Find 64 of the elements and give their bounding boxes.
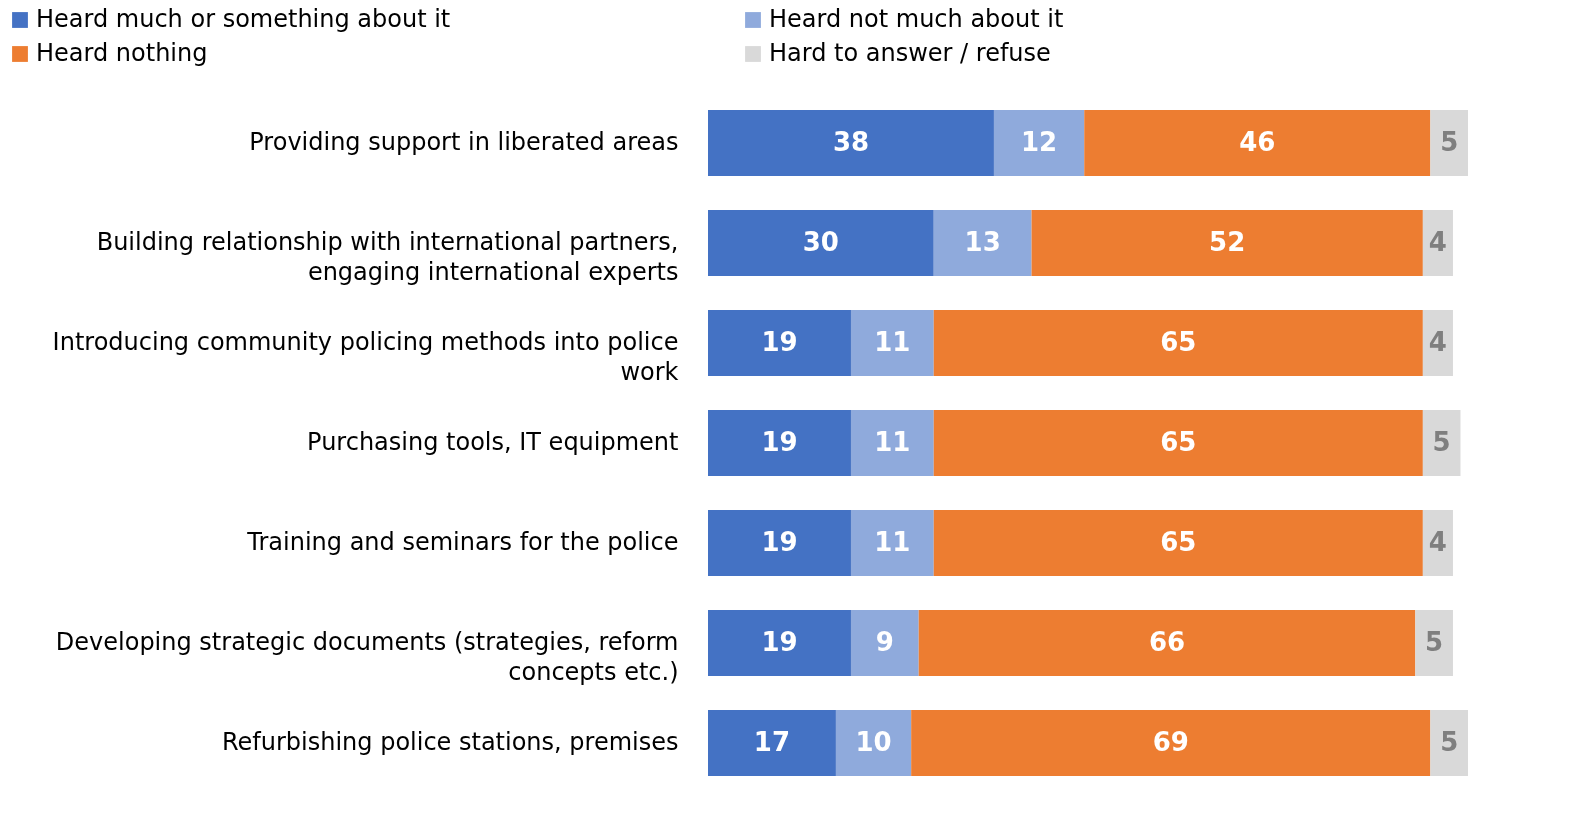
data-label: 5 — [1440, 127, 1459, 157]
legend-label: Heard nothing — [36, 39, 208, 67]
data-label: 19 — [761, 327, 798, 357]
data-label: 5 — [1425, 627, 1444, 657]
bar — [933, 210, 1032, 276]
legend-label: Heard not much about it — [769, 5, 1064, 33]
data-label: 65 — [1160, 427, 1197, 457]
data-label: 19 — [761, 627, 798, 657]
bar — [850, 510, 934, 576]
data-label: 5 — [1432, 427, 1451, 457]
y-tick-label: Building relationship with international partners, engaging international experts — [96, 228, 679, 286]
bar — [708, 410, 851, 476]
bar — [708, 310, 851, 376]
data-label: 11 — [874, 427, 911, 457]
bar — [708, 210, 934, 276]
legend-label: Heard much or something about it — [36, 5, 451, 33]
bar — [850, 410, 934, 476]
data-label: 46 — [1239, 127, 1276, 157]
bar — [993, 110, 1085, 176]
bar — [933, 310, 1423, 376]
data-label: 38 — [832, 127, 870, 157]
data-label: 19 — [761, 427, 798, 457]
bar — [708, 610, 851, 676]
data-label: 65 — [1160, 527, 1197, 557]
data-label: 65 — [1160, 327, 1197, 357]
bar — [850, 310, 934, 376]
data-label: 52 — [1209, 227, 1246, 257]
bar — [918, 610, 1416, 676]
bar — [708, 510, 851, 576]
data-label: 4 — [1428, 327, 1447, 357]
y-tick-label: Training and seminars for the police — [246, 528, 679, 556]
bar — [933, 510, 1423, 576]
bar — [1422, 410, 1461, 476]
y-tick-label: Purchasing tools, IT equipment — [307, 428, 679, 456]
data-label: 5 — [1440, 727, 1459, 757]
bar — [1415, 610, 1453, 676]
bar — [850, 610, 919, 676]
bar — [1084, 110, 1431, 176]
data-label: 4 — [1428, 527, 1447, 557]
bar — [835, 710, 912, 776]
data-label: 66 — [1148, 627, 1186, 657]
bar — [708, 110, 994, 176]
data-label: 69 — [1152, 727, 1189, 757]
data-label: 17 — [753, 727, 791, 757]
data-label: 11 — [874, 327, 911, 357]
bar — [1031, 210, 1423, 276]
y-tick-label: Refurbishing police stations, premises — [221, 728, 679, 756]
data-label: 19 — [761, 527, 798, 557]
bar — [933, 410, 1423, 476]
data-label: 10 — [855, 727, 892, 757]
data-label: 30 — [802, 227, 839, 257]
bar — [1430, 110, 1468, 176]
bar — [708, 710, 836, 776]
data-label: 4 — [1428, 227, 1447, 257]
data-label: 12 — [1021, 127, 1058, 157]
bar — [1430, 710, 1468, 776]
data-label: 11 — [874, 527, 911, 557]
data-label: 13 — [964, 227, 1001, 257]
legend-label: Hard to answer / refuse — [769, 39, 1051, 67]
y-tick-label: Developing strategic documents (strategies, reform concepts etc.) — [55, 628, 679, 686]
bar — [911, 710, 1431, 776]
y-tick-label: Introducing community policing methods into police work — [52, 328, 679, 386]
y-tick-label: Providing support in liberated areas — [249, 128, 679, 156]
data-label: 9 — [875, 627, 894, 657]
